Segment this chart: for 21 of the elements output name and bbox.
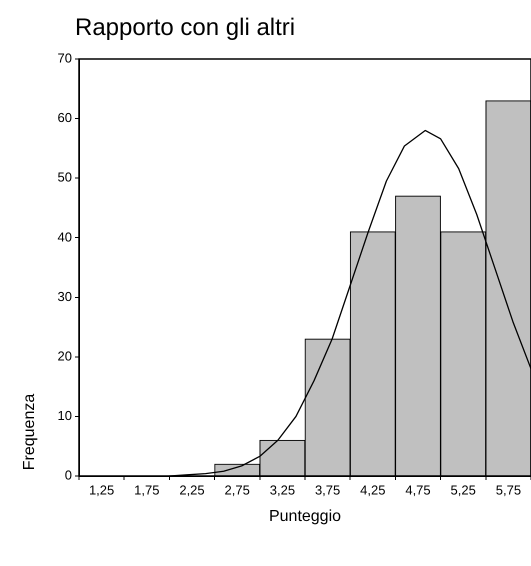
x-tick-label: 1,75 xyxy=(134,482,160,498)
x-tick-label: 3,75 xyxy=(314,482,340,498)
y-tick-label: 30 xyxy=(58,288,72,304)
x-axis-title: Punteggio xyxy=(268,508,342,526)
x-tick-label: 2,75 xyxy=(224,482,250,498)
y-tick-label: 50 xyxy=(58,170,72,185)
y-axis-title: Frequenza xyxy=(21,394,39,470)
x-tick-label: 4,25 xyxy=(360,482,386,498)
x-tick-label: 1,25 xyxy=(88,482,114,498)
y-tick-label: 70 xyxy=(58,50,72,66)
y-tick-label: 0 xyxy=(64,468,72,483)
y-tick-label: 10 xyxy=(58,408,72,424)
x-tick-label: 5,75 xyxy=(496,482,522,498)
x-tick-label: 2,25 xyxy=(179,482,205,498)
y-tick-label: 40 xyxy=(58,229,72,244)
x-tick-label: 3,25 xyxy=(270,482,296,498)
x-tick-label: 5,25 xyxy=(450,482,476,498)
y-tick-label: 60 xyxy=(58,110,72,126)
y-tick-label: 20 xyxy=(58,348,72,364)
chart-title: Rapporto con gli altri xyxy=(75,14,296,42)
x-tick-label: 4,75 xyxy=(405,482,431,498)
